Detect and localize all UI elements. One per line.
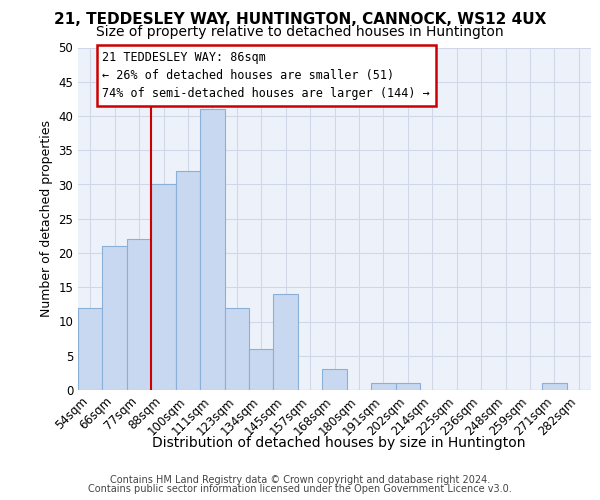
- Bar: [542, 383, 566, 390]
- Text: Distribution of detached houses by size in Huntington: Distribution of detached houses by size …: [152, 436, 526, 450]
- Bar: [127, 240, 151, 390]
- Bar: [200, 109, 224, 390]
- Bar: [274, 294, 298, 390]
- Y-axis label: Number of detached properties: Number of detached properties: [40, 120, 53, 318]
- Bar: [371, 383, 395, 390]
- Bar: [224, 308, 249, 390]
- Bar: [395, 383, 420, 390]
- Text: Contains HM Land Registry data © Crown copyright and database right 2024.: Contains HM Land Registry data © Crown c…: [110, 475, 490, 485]
- Bar: [103, 246, 127, 390]
- Text: 21, TEDDESLEY WAY, HUNTINGTON, CANNOCK, WS12 4UX: 21, TEDDESLEY WAY, HUNTINGTON, CANNOCK, …: [54, 12, 546, 28]
- Bar: [249, 349, 274, 390]
- Bar: [151, 184, 176, 390]
- Text: 21 TEDDESLEY WAY: 86sqm
← 26% of detached houses are smaller (51)
74% of semi-de: 21 TEDDESLEY WAY: 86sqm ← 26% of detache…: [103, 51, 430, 100]
- Bar: [176, 171, 200, 390]
- Text: Contains public sector information licensed under the Open Government Licence v3: Contains public sector information licen…: [88, 484, 512, 494]
- Text: Size of property relative to detached houses in Huntington: Size of property relative to detached ho…: [96, 25, 504, 39]
- Bar: [322, 370, 347, 390]
- Bar: [78, 308, 103, 390]
